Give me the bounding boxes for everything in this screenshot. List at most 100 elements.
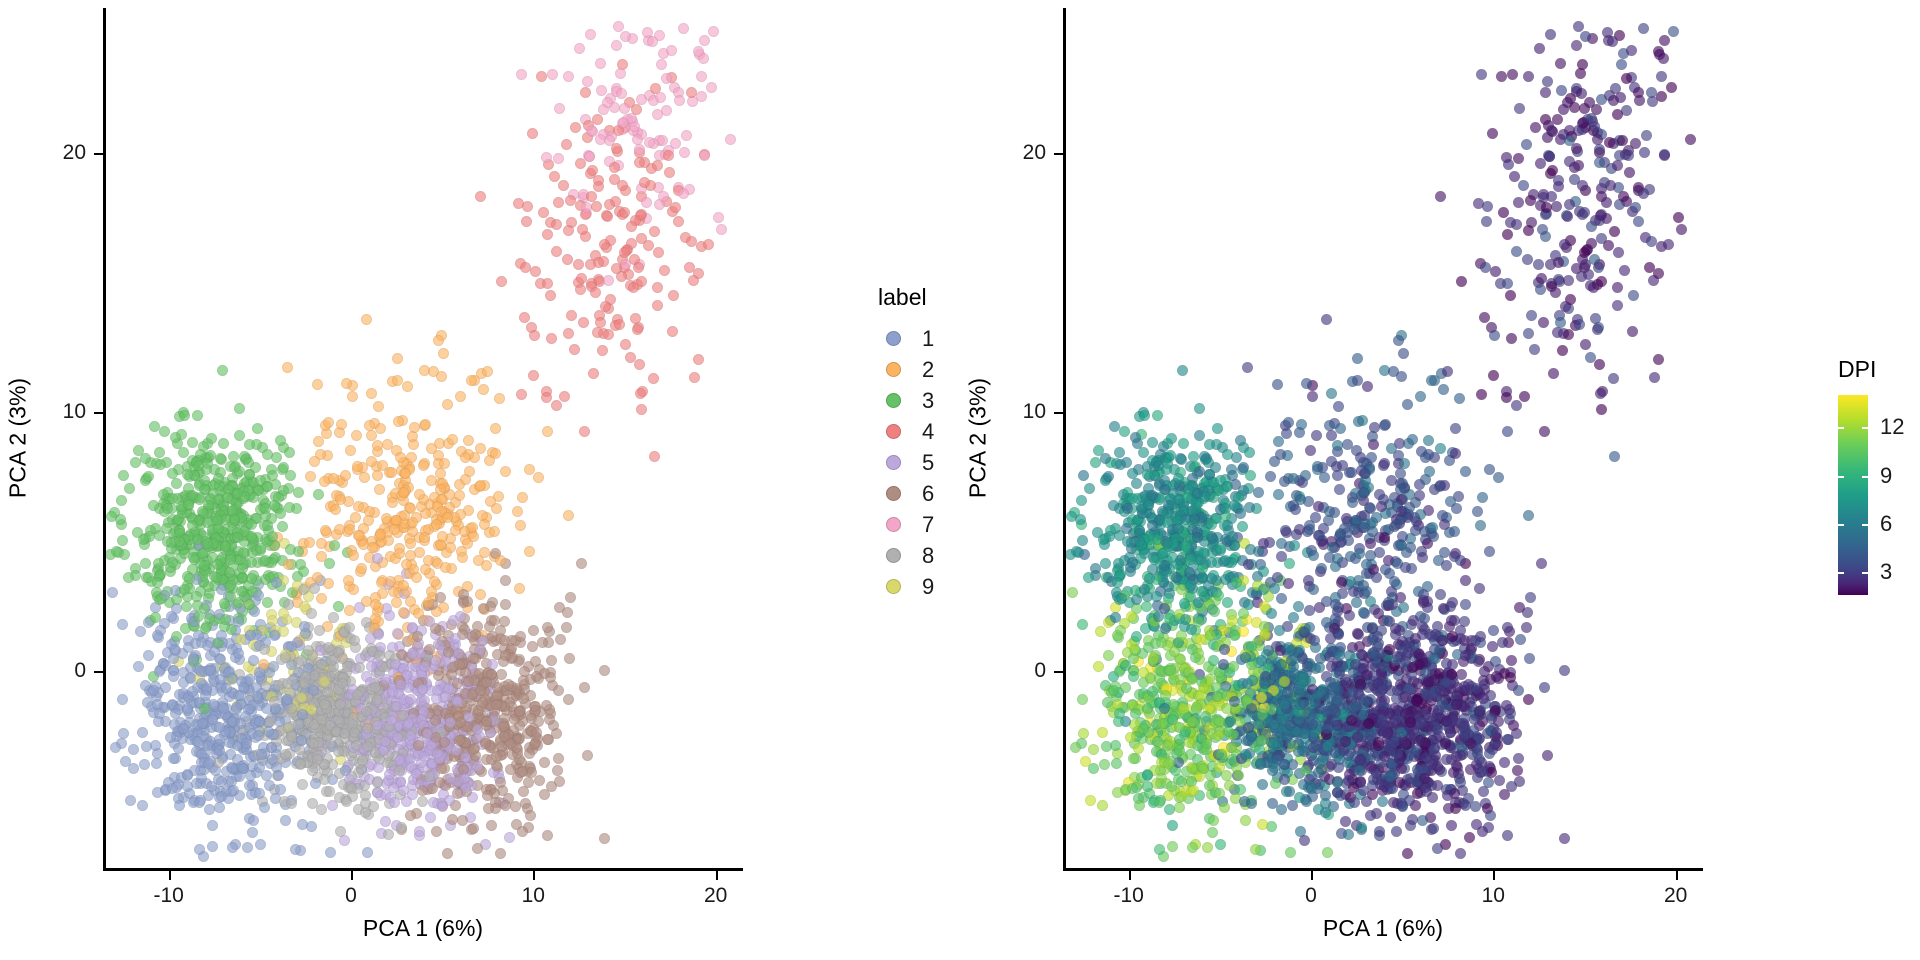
scatter-point [204, 450, 216, 462]
scatter-point [416, 785, 428, 797]
scatter-point [489, 525, 501, 537]
scatter-point [226, 842, 238, 854]
scatter-point [1517, 179, 1529, 191]
scatter-point [1512, 764, 1524, 776]
scatter-point [124, 482, 135, 494]
scatter-point [223, 736, 235, 748]
scatter-point [1612, 281, 1624, 293]
scatter-point [182, 483, 194, 495]
scatter-point [419, 418, 431, 430]
scatter-point [418, 661, 430, 673]
scatter-point [1308, 634, 1320, 646]
scatter-point [1487, 128, 1499, 140]
scatter-point [692, 268, 704, 280]
scatter-point [437, 348, 449, 360]
scatter-point [345, 444, 357, 456]
scatter-point [253, 729, 265, 741]
scatter-point [1384, 811, 1396, 823]
legend-entry-5[interactable]: 5 [878, 447, 958, 478]
scatter-point [321, 687, 333, 698]
scatter-point [333, 600, 345, 612]
scatter-point [1575, 67, 1587, 79]
scatter-point [259, 554, 271, 566]
scatter-point [460, 452, 472, 464]
scatter-point [442, 399, 454, 411]
scatter-point [613, 319, 625, 330]
scatter-point [140, 558, 151, 570]
scatter-point [1473, 583, 1485, 595]
scatter-point [167, 752, 179, 764]
scatter-point [1487, 370, 1499, 381]
scatter-point [480, 715, 492, 727]
plot-area-left [103, 8, 740, 868]
scatter-point [352, 500, 364, 512]
scatter-point [515, 389, 527, 401]
scatter-point [1173, 801, 1185, 813]
scatter-point [275, 508, 287, 520]
scatter-point [1632, 216, 1644, 228]
scatter-point [433, 335, 445, 347]
scatter-point [1322, 846, 1334, 858]
scatter-point [525, 810, 537, 822]
legend-key [878, 362, 908, 377]
scatter-point [133, 660, 145, 672]
scatter-point [173, 535, 185, 547]
y-axis-title-left: PCA 2 (3%) [4, 377, 31, 499]
scatter-point [692, 354, 704, 366]
scatter-point [550, 246, 562, 258]
scatter-point [491, 750, 502, 762]
scatter-point [363, 506, 375, 518]
scatter-point [347, 390, 358, 402]
scatter-point [245, 556, 257, 568]
legend-entry-8[interactable]: 8 [878, 540, 958, 571]
scatter-point [139, 759, 150, 771]
legend-entry-6[interactable]: 6 [878, 478, 958, 509]
scatter-point [629, 313, 641, 325]
scatter-point [661, 104, 673, 116]
scatter-point [152, 787, 164, 799]
scatter-point [151, 757, 163, 769]
scatter-point [127, 762, 139, 774]
legend-entry-7[interactable]: 7 [878, 509, 958, 540]
scatter-point [385, 467, 397, 479]
scatter-point [651, 108, 663, 120]
scatter-point [1530, 122, 1542, 134]
scatter-point [652, 281, 664, 293]
scatter-point [374, 529, 386, 541]
scatter-point [413, 488, 425, 500]
x-tick-mark [350, 871, 353, 880]
scatter-point [323, 577, 335, 589]
scatter-point [167, 468, 179, 479]
scatter-point [1093, 660, 1105, 672]
scatter-point [516, 68, 528, 80]
scatter-point [574, 158, 586, 170]
legend-entry-3[interactable]: 3 [878, 385, 958, 416]
scatter-point [283, 446, 295, 458]
scatter-point [361, 596, 372, 607]
scatter-point [295, 692, 307, 704]
scatter-point [168, 644, 180, 656]
scatter-point [386, 496, 398, 508]
scatter-point [1084, 482, 1095, 494]
scatter-point [264, 779, 276, 791]
scatter-point [1609, 226, 1620, 238]
scatter-point [204, 612, 216, 624]
legend-entry-4[interactable]: 4 [878, 416, 958, 447]
scatter-point [674, 94, 686, 106]
legend-entry-9[interactable]: 9 [878, 571, 958, 602]
scatter-point [358, 472, 370, 484]
legend-entry-2[interactable]: 2 [878, 354, 958, 385]
scatter-point [481, 560, 493, 572]
scatter-point [404, 730, 416, 742]
scatter-point [439, 562, 451, 574]
scatter-point [188, 554, 200, 566]
legend-entry-1[interactable]: 1 [878, 323, 958, 354]
scatter-point [1655, 70, 1667, 82]
scatter-point [530, 656, 541, 667]
scatter-point [514, 630, 526, 642]
scatter-point [195, 637, 207, 649]
scatter-point [563, 693, 575, 705]
scatter-point [379, 736, 391, 748]
scatter-point [1521, 621, 1533, 633]
